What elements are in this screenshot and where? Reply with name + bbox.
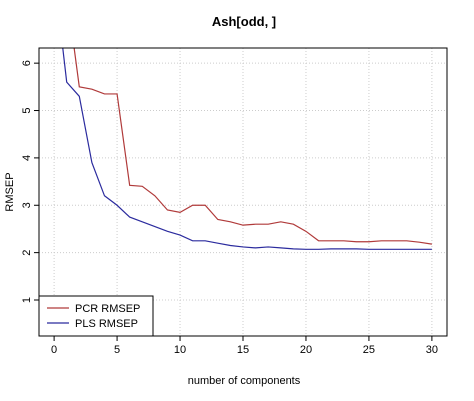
x-tick-label: 10 xyxy=(174,344,186,356)
y-tick-label: 5 xyxy=(21,107,33,113)
y-tick-label: 3 xyxy=(21,202,33,208)
legend-box xyxy=(38,295,154,337)
series-line xyxy=(62,48,432,250)
y-tick-label: 6 xyxy=(21,60,33,66)
y-tick-label: 2 xyxy=(21,250,33,256)
x-tick-label: 5 xyxy=(114,344,120,356)
legend-label: PLS RMSEP xyxy=(75,318,138,330)
series-line xyxy=(73,48,432,245)
y-tick-label: 4 xyxy=(21,155,33,161)
x-tick-label: 0 xyxy=(51,344,57,356)
y-tick-label: 1 xyxy=(21,297,33,303)
plot-lines xyxy=(62,48,432,250)
x-axis-label: number of components xyxy=(188,375,301,387)
x-tick-label: 15 xyxy=(237,344,249,356)
plot-frame xyxy=(38,47,448,337)
x-tick-label: 30 xyxy=(426,344,438,356)
x-tick-label: 25 xyxy=(363,344,375,356)
y-axis-label: RMSEP xyxy=(4,172,16,211)
legend-label: PCR RMSEP xyxy=(75,303,140,315)
x-tick-label: 20 xyxy=(300,344,312,356)
chart-title: Ash[odd, ] xyxy=(212,14,276,29)
